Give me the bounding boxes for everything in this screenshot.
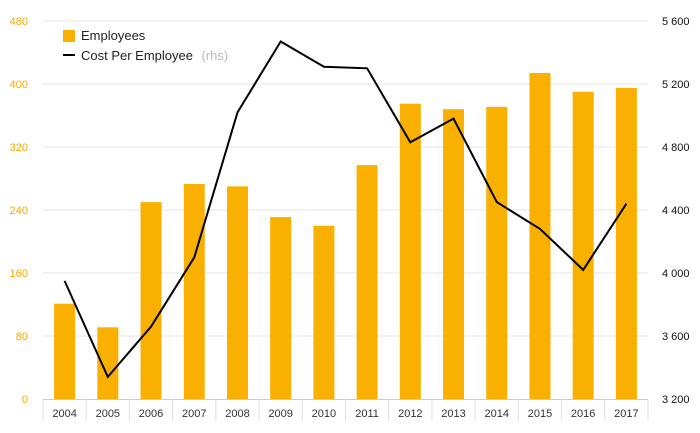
y-right-tick-label: 4 400 [662,205,690,217]
cost-per-employee-line [63,40,628,379]
y-right-tick-label: 5 200 [662,79,690,91]
x-tick-label-2016: 2016 [571,408,595,420]
x-tick-label-2017: 2017 [614,408,638,420]
x-tick-label-2014: 2014 [485,408,509,420]
legend: Employees Cost Per Employee (rhs) [63,28,228,64]
legend-label-employees: Employees [81,28,146,43]
y-left-tick-label: 480 [10,16,28,28]
y-right-tick-label: 3 200 [662,394,690,406]
bar-employees-2007 [183,184,205,399]
legend-label-rhs-note: (rhs) [201,48,228,63]
x-tick-label-2008: 2008 [225,408,249,420]
y-left-tick-label: 320 [10,142,28,154]
bar-employees-2015 [529,72,551,399]
y-right-tick-label: 4 800 [662,142,690,154]
x-tick-label-2013: 2013 [441,408,465,420]
bar-employees-2009 [270,217,292,399]
y-left-tick-label: 160 [10,268,28,280]
bar-employees-2010 [313,225,335,399]
bar-employees-2014 [486,106,508,400]
axes: 0 80 160 240 320 400 480 3 200 3 600 4 000 4 400 4 … [10,16,690,421]
legend-label-cost-per-employee: Cost Per Employee (rhs) [81,47,228,64]
bar-employees-2013 [443,109,465,399]
x-tick-label-2004: 2004 [52,408,76,420]
y-right-tick-label: 3 600 [662,331,690,343]
x-tick-label-2015: 2015 [528,408,552,420]
bar-employees-2008 [226,186,248,399]
y-left-tick-label: 0 [22,394,28,406]
y-right-tick-label: 4 000 [662,268,690,280]
line-cost-per-employee [63,40,628,379]
bar-employees-2016 [572,91,594,399]
y-left-tick-label: 80 [16,331,28,343]
employees-bars [54,72,637,400]
bar-employees-2017 [615,87,637,399]
x-tick-label-2007: 2007 [182,408,206,420]
bar-employees-2011 [356,165,378,399]
x-tick-label-2009: 2009 [268,408,292,420]
y-left-tick-label: 240 [10,205,28,217]
bar-employees-2006 [140,202,162,399]
y-left-tick-label: 400 [10,79,28,91]
x-tick-label-2006: 2006 [139,408,163,420]
x-tick-label-2005: 2005 [96,408,120,420]
x-tick-label-2010: 2010 [312,408,336,420]
legend-label-cost-text: Cost Per Employee [81,48,193,63]
x-tick-label-2011: 2011 [355,408,379,420]
x-tick-label-2012: 2012 [398,408,422,420]
y-right-tick-label: 5 600 [662,16,690,28]
legend-swatch-employees [63,30,75,42]
bar-employees-2012 [399,103,421,399]
bar-employees-2004 [54,303,76,399]
bar-employees-2005 [97,327,119,399]
